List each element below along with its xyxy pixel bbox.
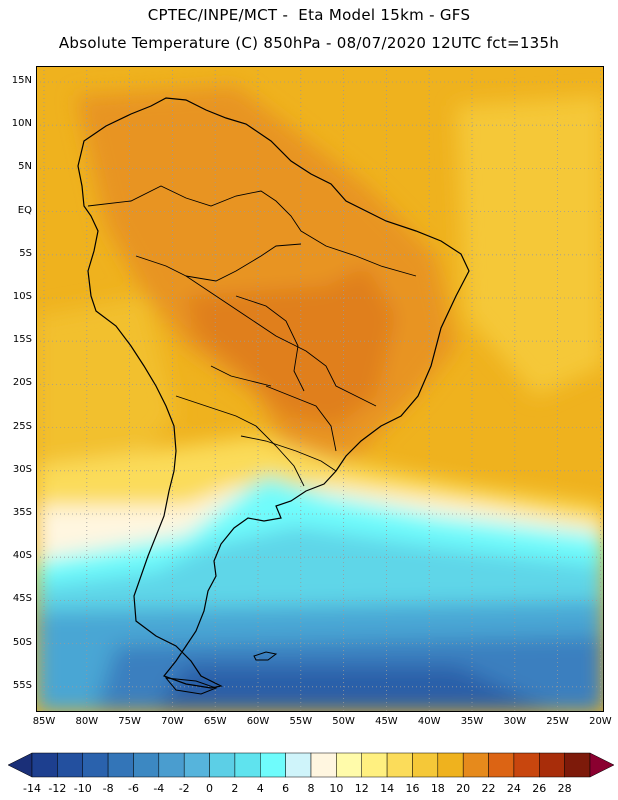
lat-label: 10S <box>12 291 32 302</box>
legend-swatch <box>513 752 540 778</box>
legend-swatch <box>564 752 591 778</box>
lat-label: 40S <box>12 550 32 562</box>
country-borders <box>87 185 417 487</box>
legend-low-arrow <box>7 752 33 778</box>
lon-label: 35W <box>460 716 484 727</box>
lon-label: 80W <box>75 716 99 727</box>
lat-label: 35S <box>12 507 32 518</box>
legend-label: -8 <box>102 782 114 795</box>
field-blue-dark <box>156 666 556 712</box>
legend-swatch <box>260 752 286 778</box>
legend-swatch <box>158 752 185 778</box>
legend-swatch <box>107 752 134 778</box>
legend-label: -4 <box>153 782 165 795</box>
south-america-coastline <box>77 97 470 689</box>
legend-label: 12 <box>354 782 369 795</box>
lat-label: 10N <box>11 118 32 130</box>
falkland-islands <box>253 651 278 661</box>
legend-swatch <box>412 752 439 778</box>
legend-label: 20 <box>456 782 471 795</box>
legend-swatch <box>437 752 464 778</box>
lat-label: 15N <box>11 75 32 86</box>
lat-label: 45S <box>12 593 32 605</box>
legend-swatch <box>310 752 337 778</box>
legend-label: 28 <box>557 782 572 795</box>
lat-label: 15S <box>12 334 32 346</box>
lon-label: 70W <box>161 716 184 727</box>
legend-swatch <box>183 752 210 778</box>
field-yellow-east <box>456 96 604 396</box>
legend-label: -6 <box>127 782 139 795</box>
lat-label: EQ <box>17 204 32 216</box>
lat-label: 55S <box>12 679 32 691</box>
legend-swatch <box>31 752 58 778</box>
legend-swatch <box>285 752 312 778</box>
lon-label: 30W <box>503 716 527 727</box>
tierra-del-fuego <box>164 677 218 695</box>
legend-label: 26 <box>532 782 547 795</box>
lat-label: 30S <box>12 463 32 475</box>
lat-label: 50S <box>12 636 32 648</box>
legend-swatch <box>57 752 83 778</box>
lon-label: 40W <box>417 716 441 727</box>
lon-label: 45W <box>375 716 398 727</box>
legend-label: -12 <box>48 782 67 795</box>
legend-high-arrow <box>589 752 615 778</box>
legend-label: -2 <box>178 782 190 795</box>
legend-swatch <box>82 752 109 778</box>
lon-label: 50W <box>332 716 355 727</box>
legend-label: -14 <box>23 782 41 795</box>
lon-label: 25W <box>546 716 569 727</box>
lon-label: 65W <box>203 716 227 727</box>
legend-label: 2 <box>231 782 239 795</box>
legend-swatch <box>386 752 413 778</box>
legend-swatch <box>234 752 261 778</box>
lon-label: 75W <box>118 716 141 727</box>
legend-label: 14 <box>380 782 395 795</box>
legend-label: 24 <box>506 782 521 795</box>
legend-swatch <box>361 752 388 778</box>
legend-label: -10 <box>73 782 92 795</box>
temperature-map <box>36 66 604 712</box>
legend-label: 22 <box>481 782 496 795</box>
lat-label: 5N <box>18 161 32 173</box>
field-yellow-west <box>36 296 176 486</box>
legend-label: 6 <box>282 782 290 795</box>
legend-swatch <box>133 752 160 778</box>
legend-label: 16 <box>405 782 420 795</box>
lat-label: 5S <box>19 247 32 259</box>
legend-swatch <box>462 752 489 778</box>
lon-label: 55W <box>289 716 313 727</box>
legend-label: 10 <box>329 782 344 795</box>
legend-swatch <box>539 752 565 778</box>
title-model: CPTEC/INPE/MCT - Eta Model 15km - GFS <box>147 6 471 24</box>
lat-label: 20S <box>12 377 32 389</box>
legend-label: 8 <box>307 782 315 795</box>
legend-label: 4 <box>256 782 264 795</box>
legend-label: 18 <box>430 782 445 795</box>
legend-swatch <box>488 752 515 778</box>
legend-swatch <box>336 752 362 778</box>
lon-label: 20W <box>589 716 612 727</box>
title-field: Absolute Temperature (C) 850hPa - 08/07/… <box>58 34 560 52</box>
lon-label: 85W <box>32 716 56 727</box>
graticule <box>36 66 604 712</box>
color-legend <box>7 752 615 778</box>
map-frame <box>36 66 604 712</box>
legend-swatch <box>209 752 236 778</box>
lat-label: 25S <box>12 420 32 432</box>
legend-label: 0 <box>206 782 214 795</box>
lon-label: 60W <box>246 716 270 727</box>
